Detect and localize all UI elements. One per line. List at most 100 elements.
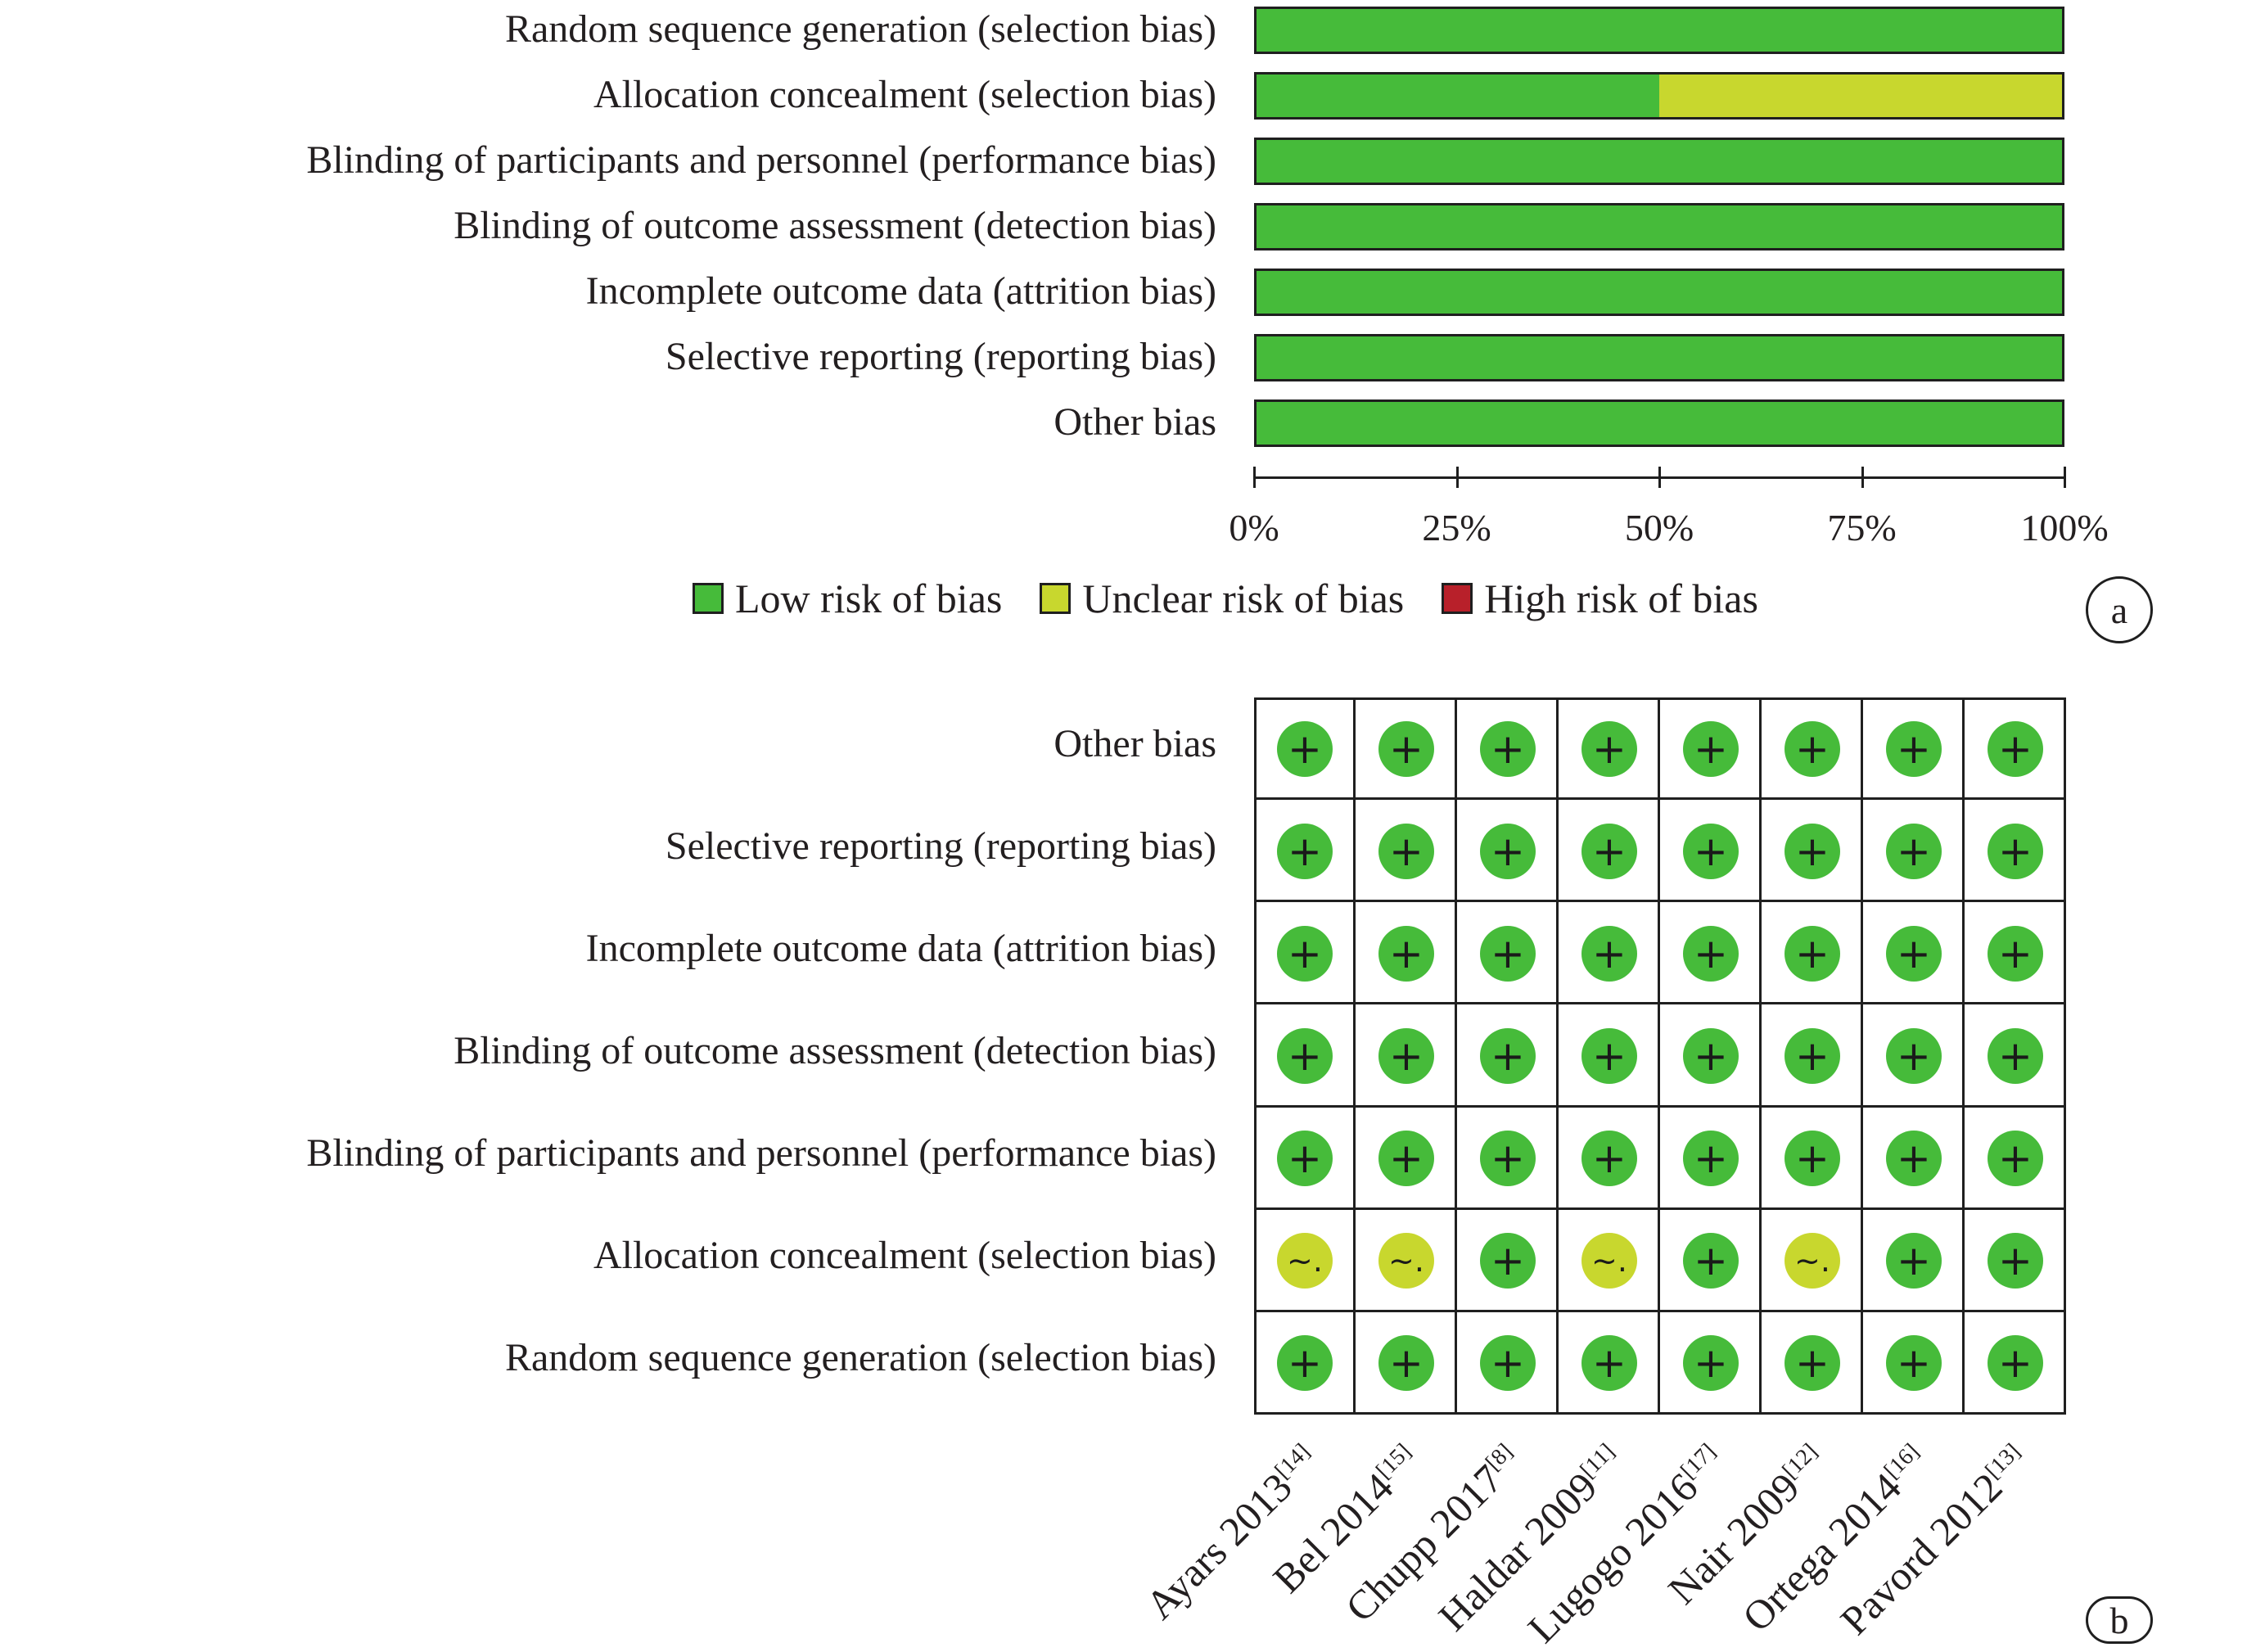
judgement-low-icon: + [1683,720,1739,777]
judgement-low-icon: + [1683,1335,1739,1392]
judgement-low-icon: + [1988,823,2043,879]
judgement-low-icon: + [1886,823,1942,879]
grid-cell: + [1762,800,1863,903]
judgement-low-icon: + [1277,823,1333,879]
judgement-low-icon: + [1480,1027,1536,1084]
grid-cell: + [1965,1004,2066,1108]
grid-cell: + [1254,697,1356,801]
bar-segment-unclear [1659,74,2062,117]
bar-category-label: Blinding of outcome assessment (detectio… [453,204,1216,247]
bar-track [1254,203,2064,251]
legend-label: Low risk of bias [735,575,1003,621]
judgement-unclear-icon: ~. [1378,1233,1434,1289]
judgement-low-icon: + [1480,1131,1536,1187]
grid-row-label: Random sequence generation (selection bi… [504,1336,1216,1380]
grid-cell: + [1863,697,1965,801]
legend: Low risk of bias Unclear risk of bias High… [693,575,1796,622]
judgement-low-icon: + [1378,1131,1434,1187]
grid-cell: + [1660,1311,1762,1415]
grid-cell: + [1457,1107,1559,1210]
judgement-unclear-icon: ~. [1784,1233,1840,1289]
judgement-unclear-icon: ~. [1581,1233,1637,1289]
legend-swatch [1442,583,1473,614]
bar-track [1254,138,2064,185]
x-axis-tick-label: 75% [1827,507,1897,548]
grid-cell: + [1863,800,1965,903]
legend-swatch [693,583,724,614]
bar-segment-low [1257,336,2062,379]
judgement-low-icon: + [1784,720,1840,777]
grid-cell: + [1863,1004,1965,1108]
x-axis-tick-label: 100% [2020,507,2109,548]
grid-cell: + [1356,1311,1457,1415]
judgement-low-icon: + [1683,1027,1739,1084]
bar-category-label: Blinding of participants and personnel (… [306,138,1216,182]
grid-cell: + [1254,1004,1356,1108]
grid-cell: + [1660,1004,1762,1108]
grid-cell: + [1660,1107,1762,1210]
grid-row-label: Incomplete outcome data (attrition bias) [585,926,1216,970]
grid-cell: + [1254,902,1356,1005]
judgement-unclear-icon: ~. [1277,1233,1333,1289]
bar-track [1254,399,2064,447]
panel-b-tag: b [2086,1596,2153,1644]
judgement-low-icon: + [1378,720,1434,777]
judgement-low-icon: + [1480,823,1536,879]
grid-row-label: Other bias [1054,721,1216,765]
judgement-low-icon: + [1886,1233,1942,1289]
grid-cell: + [1965,1312,2066,1415]
judgement-low-icon: + [1581,1027,1637,1084]
grid-cell: + [1254,1311,1356,1415]
grid-cell: + [1965,697,2066,801]
grid-row-label: Allocation concealment (selection bias) [593,1234,1216,1278]
grid-cell: + [1457,800,1559,903]
judgement-low-icon: + [1988,1335,2043,1392]
x-axis-tick-label: 50% [1624,507,1694,548]
grid-row-label: Selective reporting (reporting bias) [665,824,1216,868]
judgement-low-icon: + [1784,925,1840,982]
judgement-low-icon: + [1581,720,1637,777]
judgement-low-icon: + [1988,925,2043,982]
judgement-low-icon: + [1277,925,1333,982]
grid-cell: ~. [1559,1209,1660,1312]
x-axis-tick [1253,467,1256,488]
grid-cell: + [1660,800,1762,903]
judgement-low-icon: + [1886,1131,1942,1187]
grid-cell: + [1863,1209,1965,1312]
grid-cell: + [1863,1107,1965,1210]
grid-cell: + [1965,800,2066,903]
judgement-low-icon: + [1480,720,1536,777]
judgement-low-icon: + [1683,925,1739,982]
x-axis-tick [1658,467,1661,488]
x-axis-tick-label: 0% [1229,507,1279,548]
x-axis-tick [2064,467,2066,488]
judgement-low-icon: + [1784,1335,1840,1392]
grid-cell: + [1356,1107,1457,1210]
bar-track [1254,7,2064,54]
judgement-low-icon: + [1886,720,1942,777]
judgement-low-icon: + [1784,1027,1840,1084]
legend-label: Unclear risk of bias [1082,575,1405,621]
bar-segment-low [1257,9,2062,52]
grid-cell: + [1863,1311,1965,1415]
grid-cell: + [1457,1311,1559,1415]
judgement-low-icon: + [1683,1131,1739,1187]
judgement-low-icon: + [1378,823,1434,879]
grid-cell: + [1762,1107,1863,1210]
grid-cell: + [1559,1311,1660,1415]
grid-cell: + [1356,800,1457,903]
grid-cell: + [1965,902,2066,1005]
grid-row-label: Blinding of participants and personnel (… [306,1131,1216,1176]
bar-category-label: Other bias [1054,400,1216,444]
grid-cell: + [1762,1311,1863,1415]
legend-item-low: Low risk of bias [693,575,1002,622]
grid-cell: + [1457,1004,1559,1108]
x-axis-tick [1455,467,1459,488]
bar-track [1254,269,2064,316]
judgement-low-icon: + [1988,1233,2043,1289]
grid-cell: + [1559,902,1660,1005]
grid-cell: + [1660,902,1762,1005]
grid-cell: + [1457,697,1559,801]
bar-category-label: Selective reporting (reporting bias) [665,335,1216,378]
judgement-low-icon: + [1581,1131,1637,1187]
